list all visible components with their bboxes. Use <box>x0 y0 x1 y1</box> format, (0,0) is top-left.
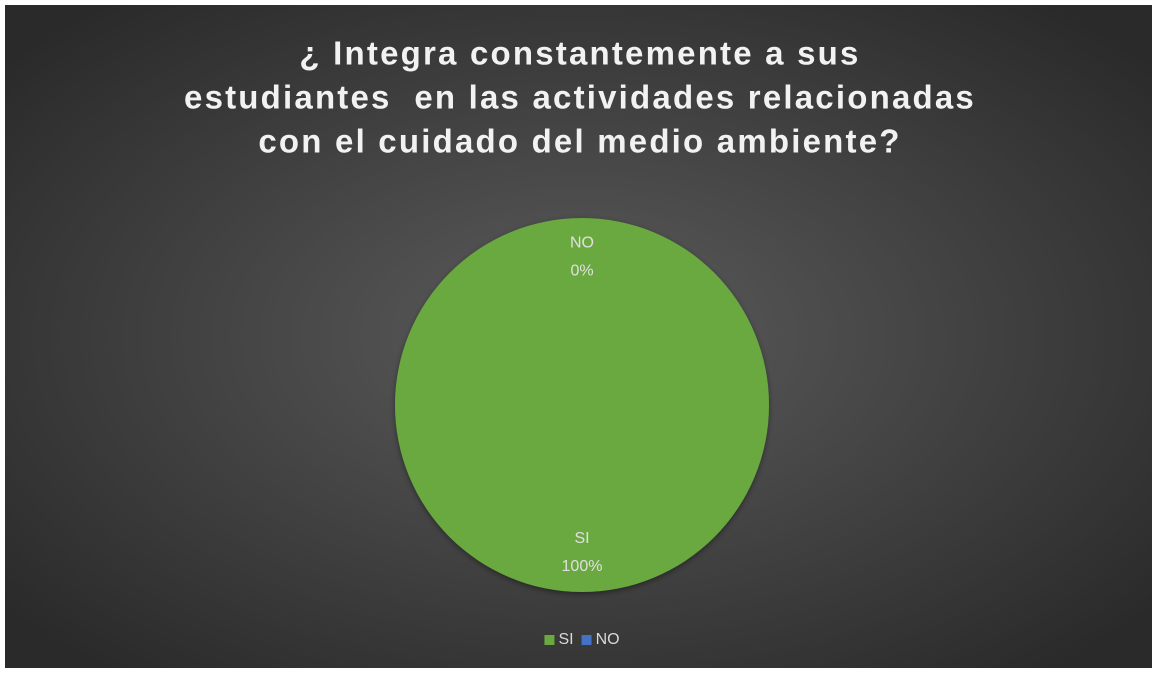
pie <box>395 218 769 592</box>
legend-swatch <box>581 635 592 645</box>
chart-title-line: estudiantes en las actividades relaciona… <box>184 79 976 116</box>
data-label-value: 100% <box>562 558 603 575</box>
legend-label: NO <box>596 631 620 648</box>
pie-slice <box>395 218 769 592</box>
data-label-category: NO <box>570 234 594 251</box>
chart-title-line: ¿ Integra constantemente a sus <box>299 35 860 72</box>
chart-title: ¿ Integra constantemente a sus estudiante… <box>184 35 976 160</box>
legend-label: SI <box>558 631 573 648</box>
data-label-category: SI <box>574 530 589 547</box>
chart-title-line: con el cuidado del medio ambiente? <box>258 123 901 160</box>
legend-swatch <box>544 635 555 645</box>
data-label-value: 0% <box>570 262 593 279</box>
